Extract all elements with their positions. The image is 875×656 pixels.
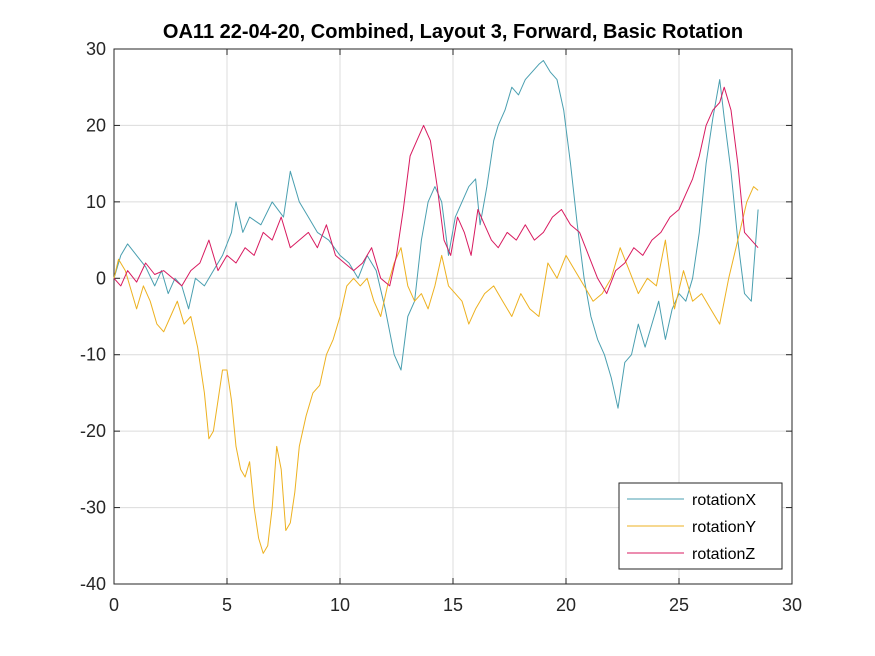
x-tick-label: 0 xyxy=(109,595,119,615)
x-tick-label: 25 xyxy=(669,595,689,615)
y-tick-label: 20 xyxy=(86,115,106,135)
series-layer xyxy=(113,60,759,554)
y-tick-label: 10 xyxy=(86,192,106,212)
x-tick-label: 15 xyxy=(443,595,463,615)
x-tick-label: 30 xyxy=(782,595,802,615)
y-tick-label: -30 xyxy=(80,498,106,518)
series-line-rotationX xyxy=(113,60,759,409)
y-tick-label: -40 xyxy=(80,574,106,594)
y-tick-label: -10 xyxy=(80,345,106,365)
legend-label-rotationY: rotationY xyxy=(692,519,756,536)
legend-label-rotationX: rotationX xyxy=(692,492,756,509)
chart-title: OA11 22-04-20, Combined, Layout 3, Forwa… xyxy=(163,21,743,43)
y-tick-label: 30 xyxy=(86,39,106,59)
x-tick-label: 20 xyxy=(556,595,576,615)
x-tick-label: 10 xyxy=(330,595,350,615)
y-tick-label: 0 xyxy=(96,268,106,288)
y-tick-label: -20 xyxy=(80,421,106,441)
legend[interactable]: rotationX rotationY rotationZ xyxy=(618,482,783,570)
series-line-rotationZ xyxy=(113,86,759,295)
legend-label-rotationZ: rotationZ xyxy=(692,546,755,563)
axis-ticks: 0 5 10 15 20 25 30 -40 -30 -20 -10 0 10 20 30 xyxy=(80,39,802,615)
series-line-rotationY xyxy=(113,186,759,554)
x-tick-label: 5 xyxy=(222,595,232,615)
